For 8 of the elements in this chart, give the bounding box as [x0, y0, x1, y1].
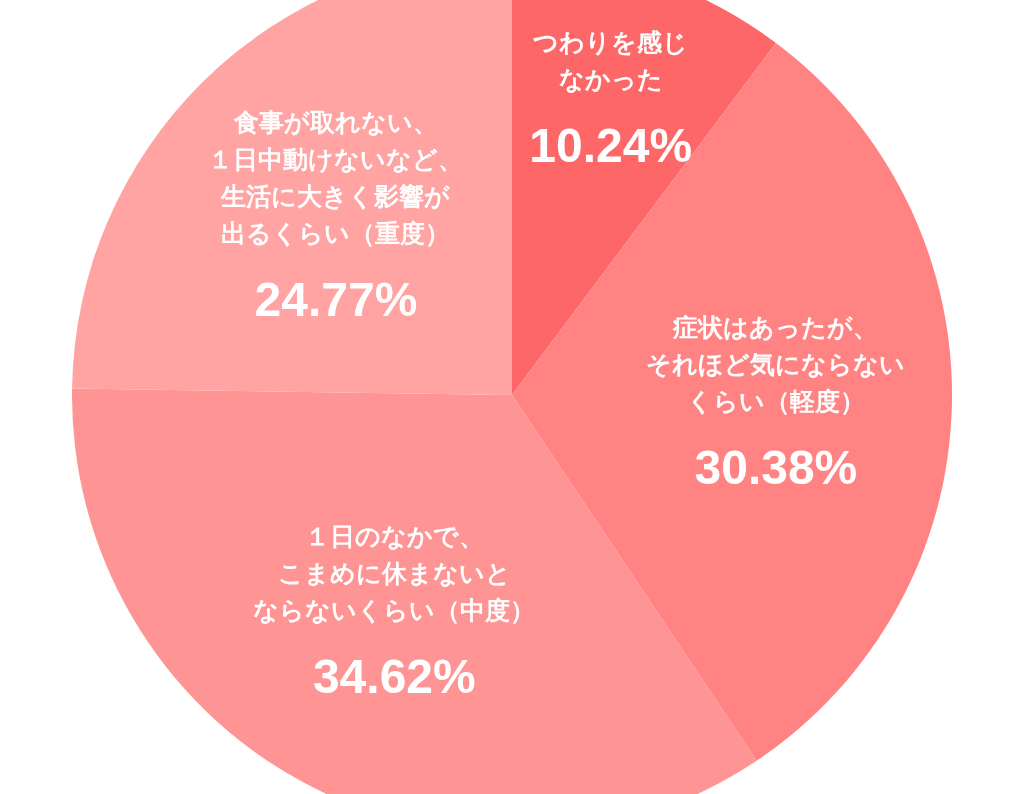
- slice-label: 症状はあったが、それほど気にならないくらい（軽度）: [646, 312, 906, 416]
- data-label: 34.62%: [312, 649, 476, 703]
- slice-label: 食事が取れない、１日中動けないなど、生活に大きく影響が出るくらい（重度）: [208, 108, 464, 249]
- data-label: 30.38%: [694, 440, 858, 494]
- data-label: 10.24%: [529, 118, 693, 172]
- slice-label: １日のなかで、こまめに休まないとならないくらい（中度）: [253, 521, 536, 625]
- slice-label: つわりを感じなかった: [533, 27, 689, 94]
- data-label: 24.77%: [254, 273, 418, 327]
